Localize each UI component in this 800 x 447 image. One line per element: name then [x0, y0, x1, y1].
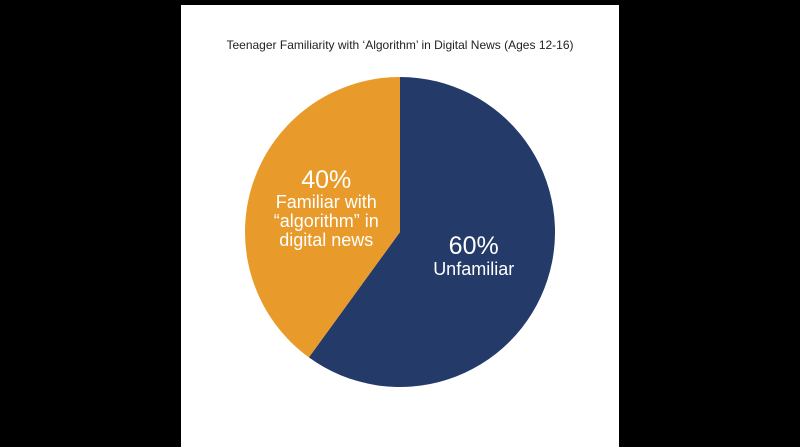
value-label: 40% [301, 165, 352, 194]
value-label: 60% [448, 232, 499, 261]
chart-title: Teenager Familiarity with ‘Algorithm’ in… [226, 38, 574, 52]
category-label: Familiar with “algorithm” in digital new… [273, 191, 379, 250]
slice-label: 60% Unfamiliar [404, 233, 544, 278]
slice-label: 40% Familiar with “algorithm” in digital … [256, 165, 396, 250]
category-label: Unfamiliar [433, 258, 515, 279]
pie-slice [245, 77, 400, 358]
pie-slice [308, 77, 555, 387]
